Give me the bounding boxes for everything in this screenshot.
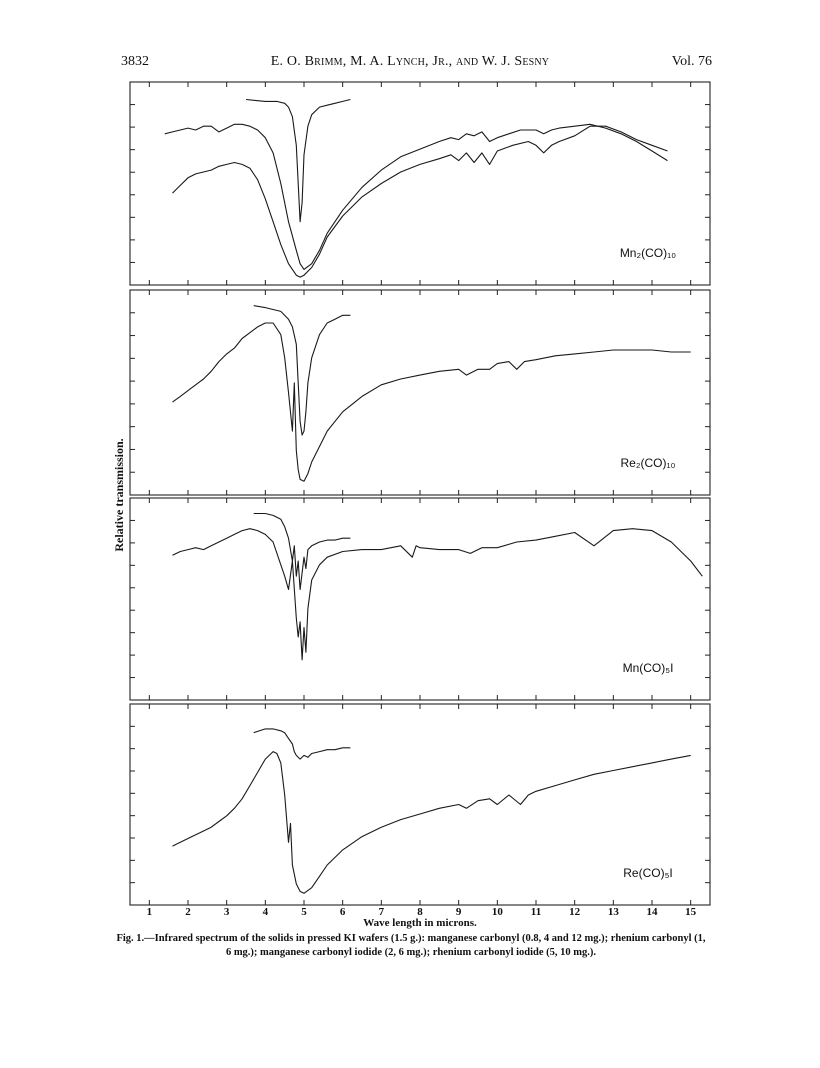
y-axis-label: Relative transmission. xyxy=(112,438,126,551)
running-authors: E. O. Brimm, M. A. Lynch, Jr., and W. J.… xyxy=(270,54,550,69)
figure-caption: Fig. 1.—Infrared spectrum of the solids … xyxy=(116,932,706,960)
spectrum-trace-1 xyxy=(253,728,351,760)
page-number: 3832 xyxy=(121,54,149,69)
x-tick-label: 1 xyxy=(147,906,153,918)
x-tick-label: 2 xyxy=(185,906,191,918)
volume-label: Vol. 76 xyxy=(671,54,712,69)
page-header: 3832 E. O. Brimm, M. A. Lynch, Jr., and … xyxy=(0,54,820,74)
x-tick-label: 5 xyxy=(301,906,307,918)
spectrum-trace-2 xyxy=(172,322,691,482)
spectrum-trace-2 xyxy=(172,751,691,894)
panel-label: Re₂(CO)₁₀ xyxy=(620,456,675,470)
spectrum-trace-2 xyxy=(172,528,703,661)
spectrum-panel-2: Re₂(CO)₁₀ xyxy=(129,289,711,496)
spectrum-panel-3: Mn(CO)₅I xyxy=(129,497,711,701)
x-tick-label: 4 xyxy=(263,906,269,918)
x-tick-label: 3 xyxy=(224,906,230,918)
panel-label: Mn(CO)₅I xyxy=(623,661,674,675)
x-tick-label: 12 xyxy=(569,906,581,918)
spectrum-trace-3 xyxy=(172,125,668,278)
x-tick-label: 6 xyxy=(340,906,346,918)
x-tick-label: 11 xyxy=(531,906,541,918)
x-tick-label: 8 xyxy=(417,906,423,918)
x-tick-label: 15 xyxy=(685,906,697,918)
caption-text: Fig. 1.—Infrared spectrum of the solids … xyxy=(116,933,706,958)
spectrum-panel-4: Re(CO)₅I xyxy=(129,703,711,906)
spectrum-panels: Mn₂(CO)₁₀ Re₂(CO)₁₀ Mn(CO)₅I Re(CO)₅I xyxy=(129,81,711,906)
spectrum-panel-1: Mn₂(CO)₁₀ xyxy=(129,81,711,286)
x-axis-label: Wave length in microns. xyxy=(363,917,477,929)
x-tick-label: 13 xyxy=(608,906,620,918)
spectrum-trace-1 xyxy=(253,512,351,591)
x-tick-label: 14 xyxy=(647,906,659,918)
x-tick-label: 9 xyxy=(456,906,462,918)
x-tick-labels: 1 2 3 4 5 6 7 8 9 10 11 12 13 14 15 xyxy=(147,906,697,918)
spectrum-trace-2 xyxy=(164,123,668,270)
x-tick-label: 7 xyxy=(379,906,385,918)
panel-label: Re(CO)₅I xyxy=(623,866,673,880)
x-tick-label: 10 xyxy=(492,906,504,918)
spectrum-trace-1 xyxy=(253,305,351,436)
panel-label: Mn₂(CO)₁₀ xyxy=(620,246,676,260)
spectrum-trace-1 xyxy=(245,98,351,223)
